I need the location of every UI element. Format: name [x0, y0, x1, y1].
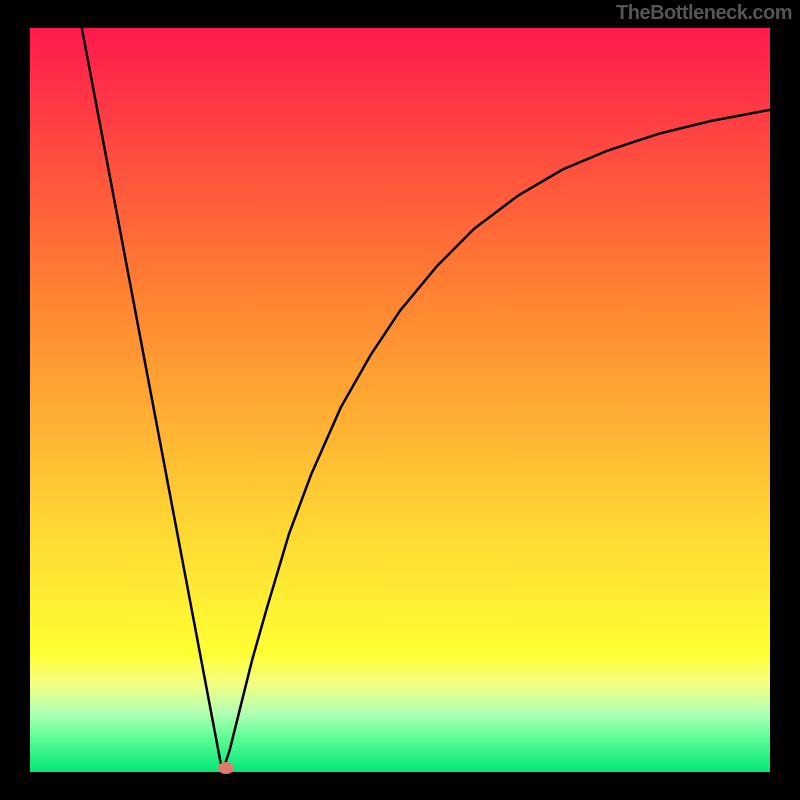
- chart-plot-area: [30, 28, 770, 772]
- curve-path: [82, 28, 770, 772]
- bottleneck-curve: [30, 28, 770, 772]
- optimal-point-marker: [218, 762, 234, 774]
- watermark-text: TheBottleneck.com: [616, 2, 792, 25]
